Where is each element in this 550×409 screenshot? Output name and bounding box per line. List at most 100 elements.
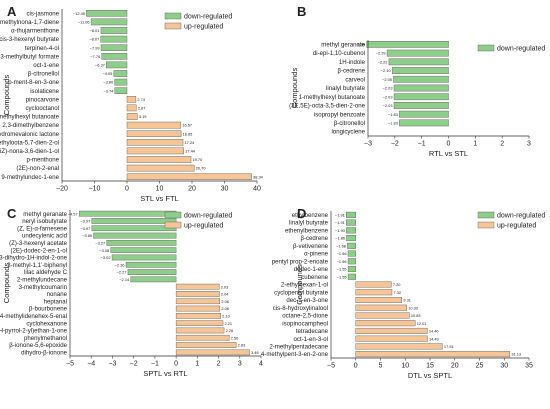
category-label: β-cedrene (337, 68, 365, 75)
bar (393, 84, 449, 92)
category-label: p-ment-8-en-3-one (8, 79, 59, 86)
value-label: 2.26 (226, 328, 234, 333)
x-tick-label: −5 (66, 361, 74, 368)
category-label: oct-1-en-3-ol (293, 336, 328, 343)
bar (125, 261, 177, 268)
bar (355, 327, 428, 334)
bar (101, 53, 128, 60)
value-label: 16.57 (182, 123, 192, 128)
value-label: −7.99 (90, 45, 100, 50)
legend-label: down-regulated (184, 213, 232, 220)
category-label: β-ionone-5,6-epoxide (9, 342, 67, 349)
category-label: β-cedrene (300, 235, 328, 242)
category-label: 2-ethylhexan-1-ol (281, 282, 328, 289)
value-label: 2.83 (238, 343, 246, 348)
bar (126, 96, 137, 103)
legend-label: down-regulated (497, 213, 545, 220)
category-label: methyl geranate (321, 41, 365, 48)
x-tick-label: −1 (418, 141, 426, 148)
bar (366, 41, 449, 48)
x-tick-label: 30 (221, 186, 229, 193)
value-label: 2.50 (231, 335, 239, 340)
bar (175, 298, 221, 305)
category-label: dihydro-β-ionone (21, 349, 67, 356)
y-axis-title: Compounds (295, 264, 304, 305)
value-label: −3.89 (82, 233, 92, 238)
category-label: 1-methylhexyl butanoate (0, 114, 60, 121)
x-tick-label: 4 (259, 361, 263, 368)
category-label: oct-1-ene (33, 62, 59, 69)
category-label: β-vetivenene (293, 243, 329, 250)
y-axis-title: Compounds (2, 263, 11, 304)
bar (126, 104, 137, 112)
bar (175, 342, 237, 348)
bar (355, 289, 393, 296)
value-label: −1.90 (335, 228, 346, 233)
bar (100, 27, 128, 34)
bar (355, 281, 392, 288)
value-label: 2.03 (221, 284, 229, 289)
panel-tag: C (7, 206, 17, 221)
x-tick-label: −5 (327, 363, 335, 370)
value-label: −1.91 (335, 220, 345, 225)
x-tick-label: 25 (476, 363, 484, 370)
value-label: −8.07 (89, 37, 99, 42)
category-label: 2,3-dimethylbenzene (2, 122, 59, 129)
x-tick-label: −10 (89, 186, 101, 193)
category-label: tetradecane (296, 328, 329, 335)
legend: down-regulated (477, 44, 545, 53)
category-label: (Z, E)-α-farnesene (17, 225, 68, 232)
bar (91, 225, 177, 232)
legend-label: up-regulated (497, 223, 536, 230)
category-label: isopinocampheol (282, 320, 328, 327)
category-label: isolaticene (30, 88, 59, 95)
value-label: −11.06 (78, 20, 90, 25)
x-tick-label: −2 (391, 141, 399, 148)
value-label: −2.27 (117, 270, 127, 275)
category-label: cyclooctanol (25, 105, 59, 112)
category-label: terpinen-4-ol (25, 45, 59, 52)
bar (399, 110, 449, 118)
value-label: −3.27 (95, 240, 105, 245)
category-label: undecylenic acid (22, 233, 67, 240)
value-label: −2.36 (115, 262, 125, 267)
x-tick-label: 10 (401, 363, 409, 370)
value-label: −1.68 (336, 243, 346, 248)
value-label: 2.87 (138, 106, 146, 111)
category-label: (3E,5E)-octa-3,5-dien-2-one (289, 103, 365, 110)
bar (126, 164, 195, 172)
bar (111, 254, 177, 261)
bar (106, 61, 128, 69)
bar (347, 250, 356, 257)
bar (106, 240, 177, 246)
bar (175, 291, 220, 297)
value-label: 17.44 (185, 149, 196, 154)
x-axis-title: DTL vs SPTL (408, 371, 452, 380)
category-label: α-thujarmenthone (11, 28, 60, 35)
bar (126, 130, 182, 137)
legend: down-regulated up-regulated (164, 211, 232, 230)
category-label: carveol (345, 76, 365, 83)
x-tick-label: 20 (188, 186, 196, 193)
value-label: 7.32 (393, 290, 401, 295)
value-label: 31.13 (511, 352, 521, 357)
bar (175, 349, 250, 356)
value-label: −1.83 (388, 121, 398, 126)
legend-swatch (477, 44, 495, 52)
bar (127, 269, 177, 275)
x-axis-title: RTL vs STL (429, 149, 468, 158)
value-label: −3.02 (101, 255, 111, 260)
bar (393, 102, 449, 109)
legend-label: down-regulated (497, 46, 545, 53)
value-label: −2.05 (382, 77, 392, 82)
value-label: −3.97 (80, 219, 90, 224)
category-label: pentyl prop-2-enoate (272, 258, 329, 265)
bar (126, 173, 252, 180)
category-label: dodec-1-ene (294, 266, 329, 273)
category-label: octane-2,5-dione (282, 313, 328, 320)
legend-label: down-regulated (184, 14, 232, 21)
x-axis-title: SPTL vs RTL (143, 369, 187, 378)
legend-swatch (164, 211, 182, 219)
value-label: 2.06 (221, 306, 229, 311)
